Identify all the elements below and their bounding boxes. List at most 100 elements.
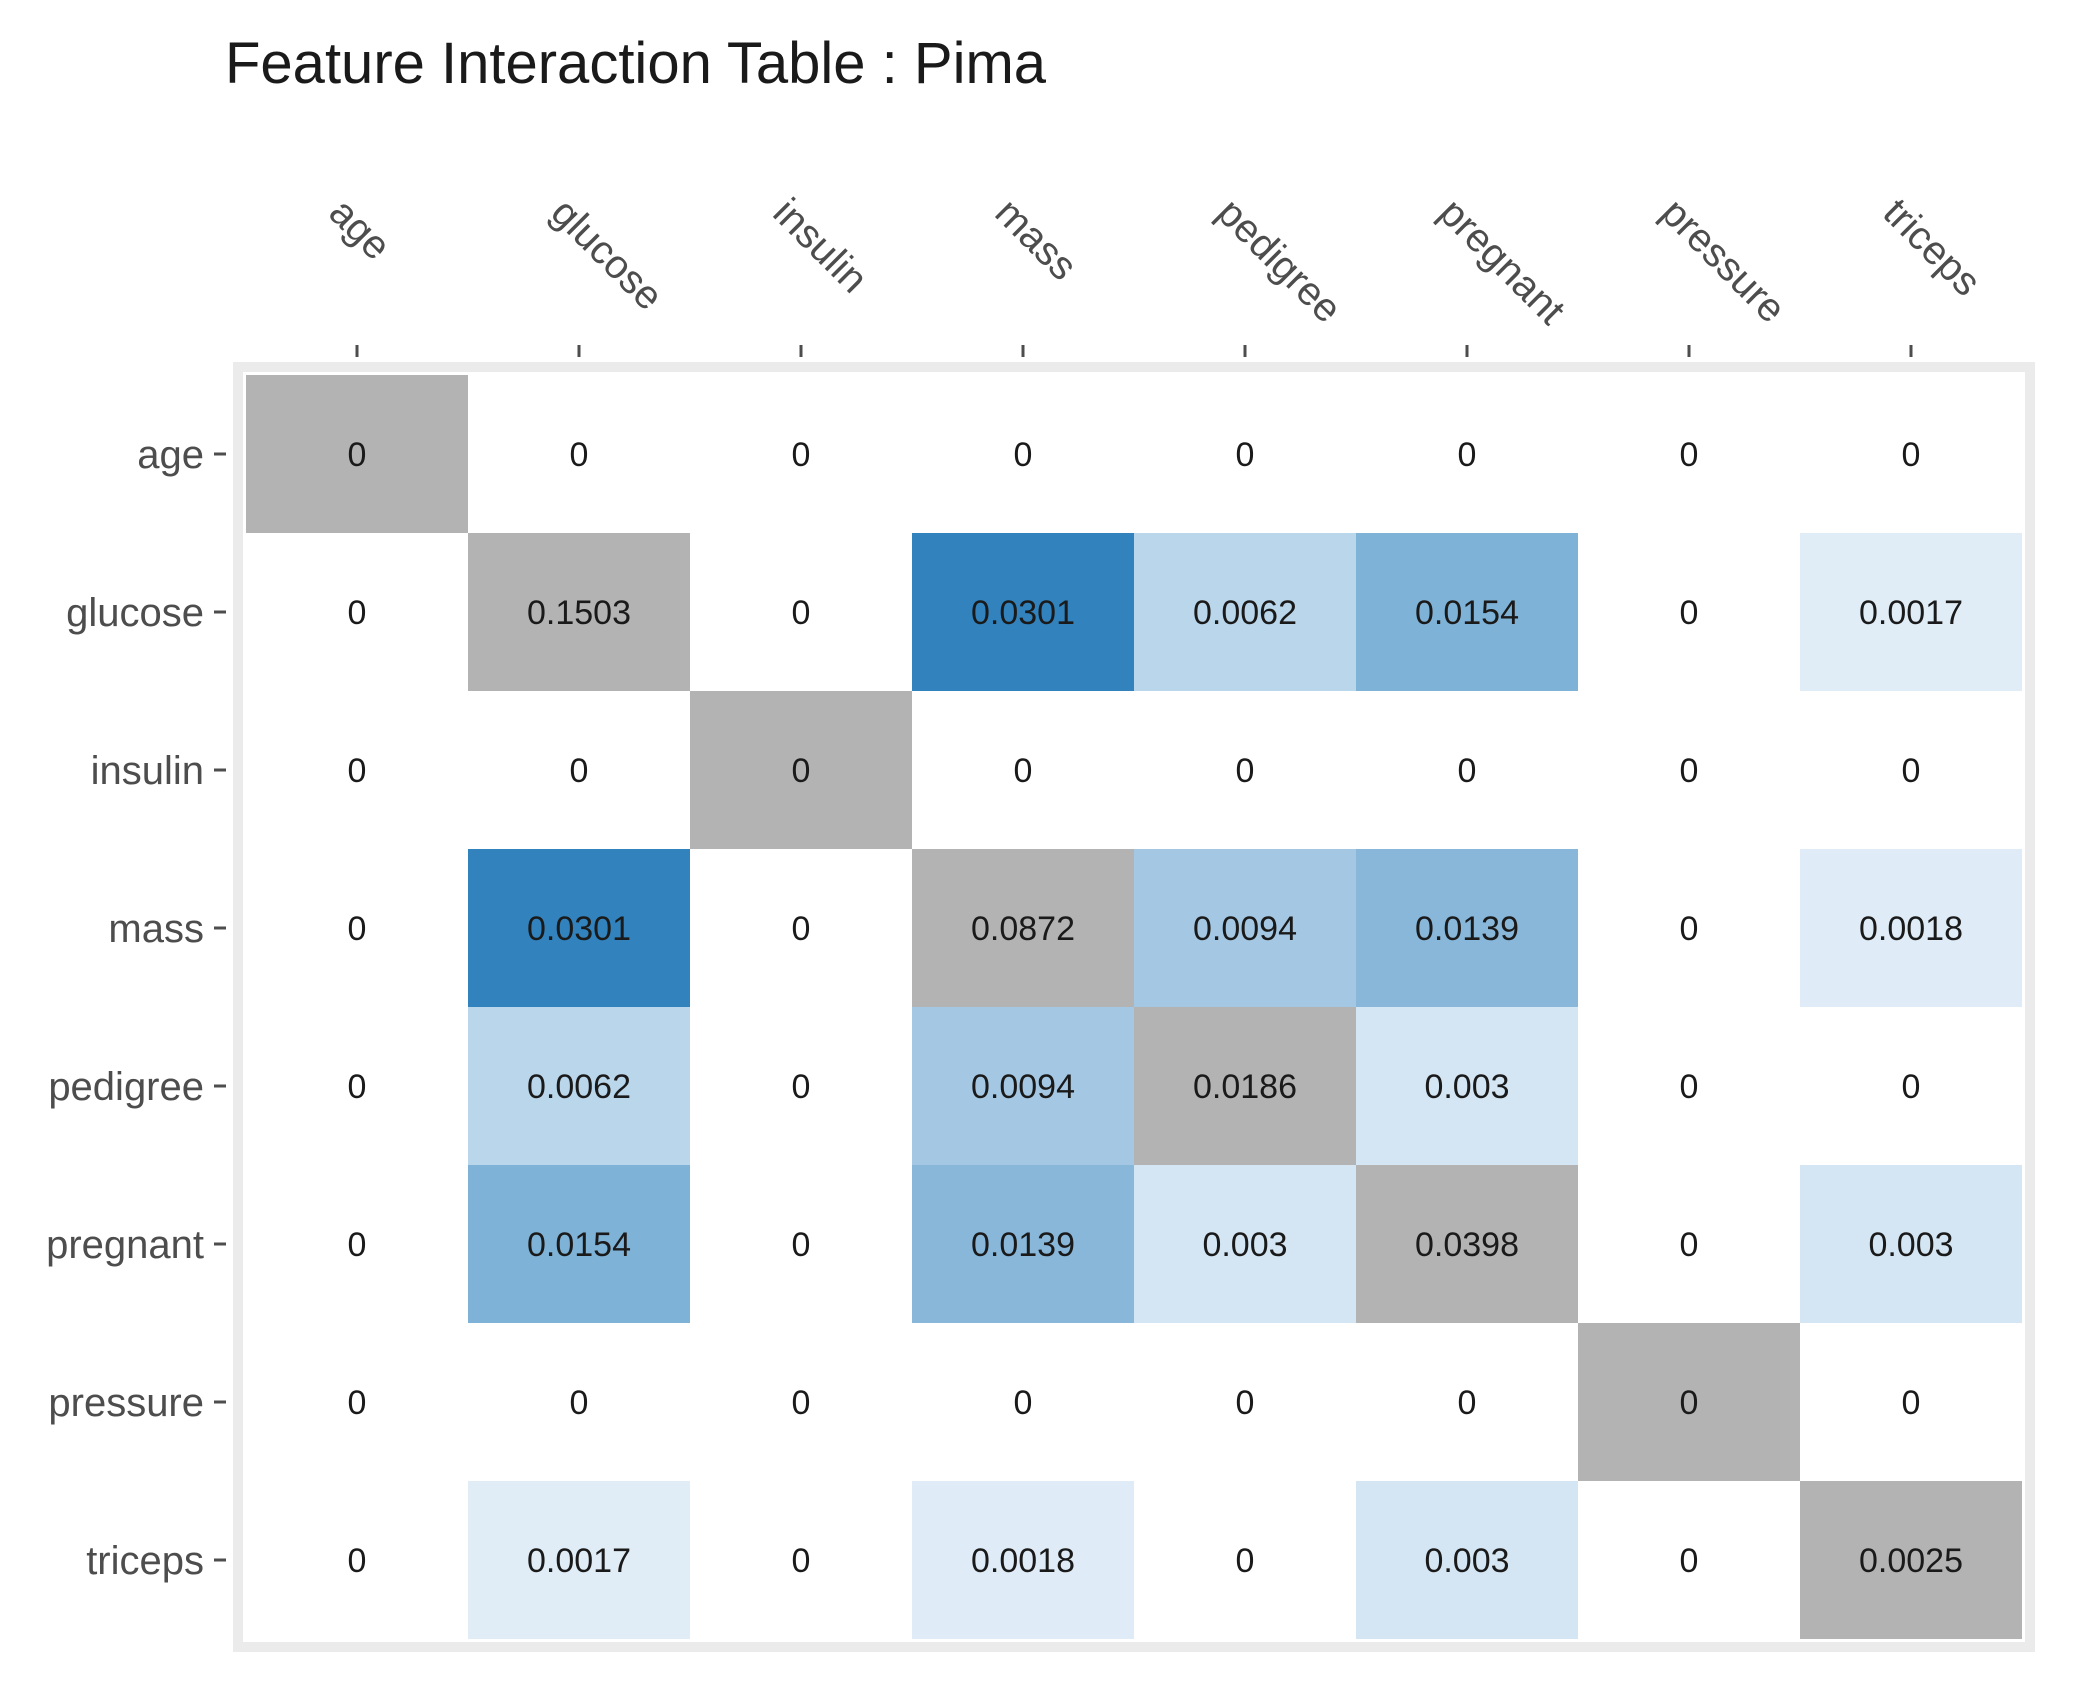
y-tick-label: age <box>137 433 204 477</box>
heatmap-cell-insulin-mass <box>912 691 1134 849</box>
cell-value-label: 0.003 <box>1868 1226 1953 1264</box>
cell-value-label: 0 <box>1236 752 1255 790</box>
heatmap-cell-mass-pedigree <box>1134 849 1356 1007</box>
cell-value-label: 0.0154 <box>527 1226 631 1264</box>
heatmap-cell-mass-insulin <box>690 849 912 1007</box>
cell-value-label: 0 <box>1458 436 1477 474</box>
heatmap-cell-pressure-triceps <box>1800 1323 2022 1481</box>
heatmap-cell-pressure-pedigree <box>1134 1323 1356 1481</box>
cell-value-label: 0.0062 <box>527 1068 631 1106</box>
x-tick-label: mass <box>987 190 1086 289</box>
cell-value-label: 0.0017 <box>1859 594 1963 632</box>
heatmap-cell-insulin-glucose <box>468 691 690 849</box>
cell-value-label: 0 <box>570 1384 589 1422</box>
cell-value-label: 0 <box>348 1226 367 1264</box>
cell-value-label: 0 <box>348 1542 367 1580</box>
heatmap-cell-pedigree-pedigree <box>1134 1007 1356 1165</box>
cell-value-label: 0 <box>1902 752 1921 790</box>
heatmap-cell-triceps-pregnant <box>1356 1481 1578 1639</box>
heatmap-cell-pedigree-glucose <box>468 1007 690 1165</box>
heatmap-cell-pedigree-triceps <box>1800 1007 2022 1165</box>
heatmap-cell-age-age <box>246 375 468 533</box>
heatmap-cell-mass-pressure <box>1578 849 1800 1007</box>
heatmap-cell-insulin-pedigree <box>1134 691 1356 849</box>
heatmap-cell-mass-age <box>246 849 468 1007</box>
heatmap-cell-triceps-pedigree <box>1134 1481 1356 1639</box>
heatmap-cell-pregnant-insulin <box>690 1165 912 1323</box>
x-tick-label: triceps <box>1875 190 1989 304</box>
cell-value-label: 0 <box>1680 594 1699 632</box>
y-tick-label: mass <box>108 907 204 951</box>
heatmap-cell-age-pregnant <box>1356 375 1578 533</box>
cell-value-label: 0 <box>1680 1542 1699 1580</box>
heatmap-cell-insulin-insulin <box>690 691 912 849</box>
heatmap-cell-age-mass <box>912 375 1134 533</box>
heatmap-cell-mass-triceps <box>1800 849 2022 1007</box>
cell-value-label: 0.003 <box>1424 1542 1509 1580</box>
heatmap-cell-insulin-age <box>246 691 468 849</box>
cell-value-label: 0.0301 <box>527 910 631 948</box>
cell-value-label: 0.0139 <box>1415 910 1519 948</box>
heatmap-cell-age-pedigree <box>1134 375 1356 533</box>
y-tick-label: pregnant <box>46 1223 204 1267</box>
heatmap-cell-age-triceps <box>1800 375 2022 533</box>
cell-value-label: 0.0018 <box>1859 910 1963 948</box>
cell-value-label: 0.0186 <box>1193 1068 1297 1106</box>
heatmap-cell-pedigree-age <box>246 1007 468 1165</box>
x-tick-label: insulin <box>765 190 876 301</box>
heatmap-cell-glucose-pedigree <box>1134 533 1356 691</box>
y-tick-label: pedigree <box>48 1065 204 1109</box>
heatmap-cell-pregnant-pressure <box>1578 1165 1800 1323</box>
heatmap-cells <box>246 375 2022 1639</box>
heatmap-cell-glucose-glucose <box>468 533 690 691</box>
cell-value-label: 0.0139 <box>971 1226 1075 1264</box>
heatmap-cell-mass-mass <box>912 849 1134 1007</box>
heatmap-cell-triceps-mass <box>912 1481 1134 1639</box>
cell-value-label: 0 <box>1014 752 1033 790</box>
heatmap-cell-triceps-glucose <box>468 1481 690 1639</box>
cell-value-label: 0.0398 <box>1415 1226 1519 1264</box>
cell-value-label: 0.0018 <box>971 1542 1075 1580</box>
cell-value-label: 0 <box>792 1226 811 1264</box>
cell-value-label: 0.003 <box>1424 1068 1509 1106</box>
heatmap-cell-pregnant-mass <box>912 1165 1134 1323</box>
cell-value-label: 0 <box>1902 1068 1921 1106</box>
heatmap-cell-pedigree-pressure <box>1578 1007 1800 1165</box>
cell-value-label: 0 <box>348 1068 367 1106</box>
cell-value-label: 0 <box>1680 1068 1699 1106</box>
x-axis: age glucose insulin mass pedigree pregnant pre… <box>321 190 1989 357</box>
cell-value-label: 0 <box>1680 436 1699 474</box>
y-tick-label: triceps <box>86 1539 204 1583</box>
heatmap-cell-pressure-pressure <box>1578 1323 1800 1481</box>
heatmap-cell-values: 0 0 0 0 0 0 0 0 0 0.1503 0 0.0301 0.0062 0.0154 0 0.001… <box>348 436 1963 1580</box>
cell-value-label: 0.0017 <box>527 1542 631 1580</box>
heatmap-cell-pedigree-insulin <box>690 1007 912 1165</box>
x-tick-label: age <box>321 190 399 268</box>
cell-value-label: 0 <box>792 910 811 948</box>
heatmap-cell-pressure-mass <box>912 1323 1134 1481</box>
x-tick-label: pregnant <box>1431 190 1574 333</box>
heatmap-cell-age-pressure <box>1578 375 1800 533</box>
cell-value-label: 0 <box>1458 1384 1477 1422</box>
heatmap-cell-pedigree-mass <box>912 1007 1134 1165</box>
cell-value-label: 0 <box>348 752 367 790</box>
heatmap-cell-glucose-insulin <box>690 533 912 691</box>
cell-value-label: 0 <box>1680 752 1699 790</box>
heatmap-cell-pregnant-pregnant <box>1356 1165 1578 1323</box>
cell-value-label: 0 <box>1902 1384 1921 1422</box>
heatmap-cell-pressure-insulin <box>690 1323 912 1481</box>
heatmap-cell-triceps-triceps <box>1800 1481 2022 1639</box>
cell-value-label: 0 <box>1680 1226 1699 1264</box>
cell-value-label: 0.1503 <box>527 594 631 632</box>
cell-value-label: 0 <box>570 436 589 474</box>
heatmap-cell-glucose-pressure <box>1578 533 1800 691</box>
cell-value-label: 0 <box>348 594 367 632</box>
heatmap-cell-age-insulin <box>690 375 912 533</box>
cell-value-label: 0 <box>1236 1384 1255 1422</box>
x-tick-label: pressure <box>1653 190 1794 331</box>
heatmap-cell-pressure-glucose <box>468 1323 690 1481</box>
heatmap-cell-pregnant-age <box>246 1165 468 1323</box>
y-axis: age glucose insulin mass pedigree pregnant pre… <box>46 433 226 1583</box>
cell-value-label: 0.0025 <box>1859 1542 1963 1580</box>
